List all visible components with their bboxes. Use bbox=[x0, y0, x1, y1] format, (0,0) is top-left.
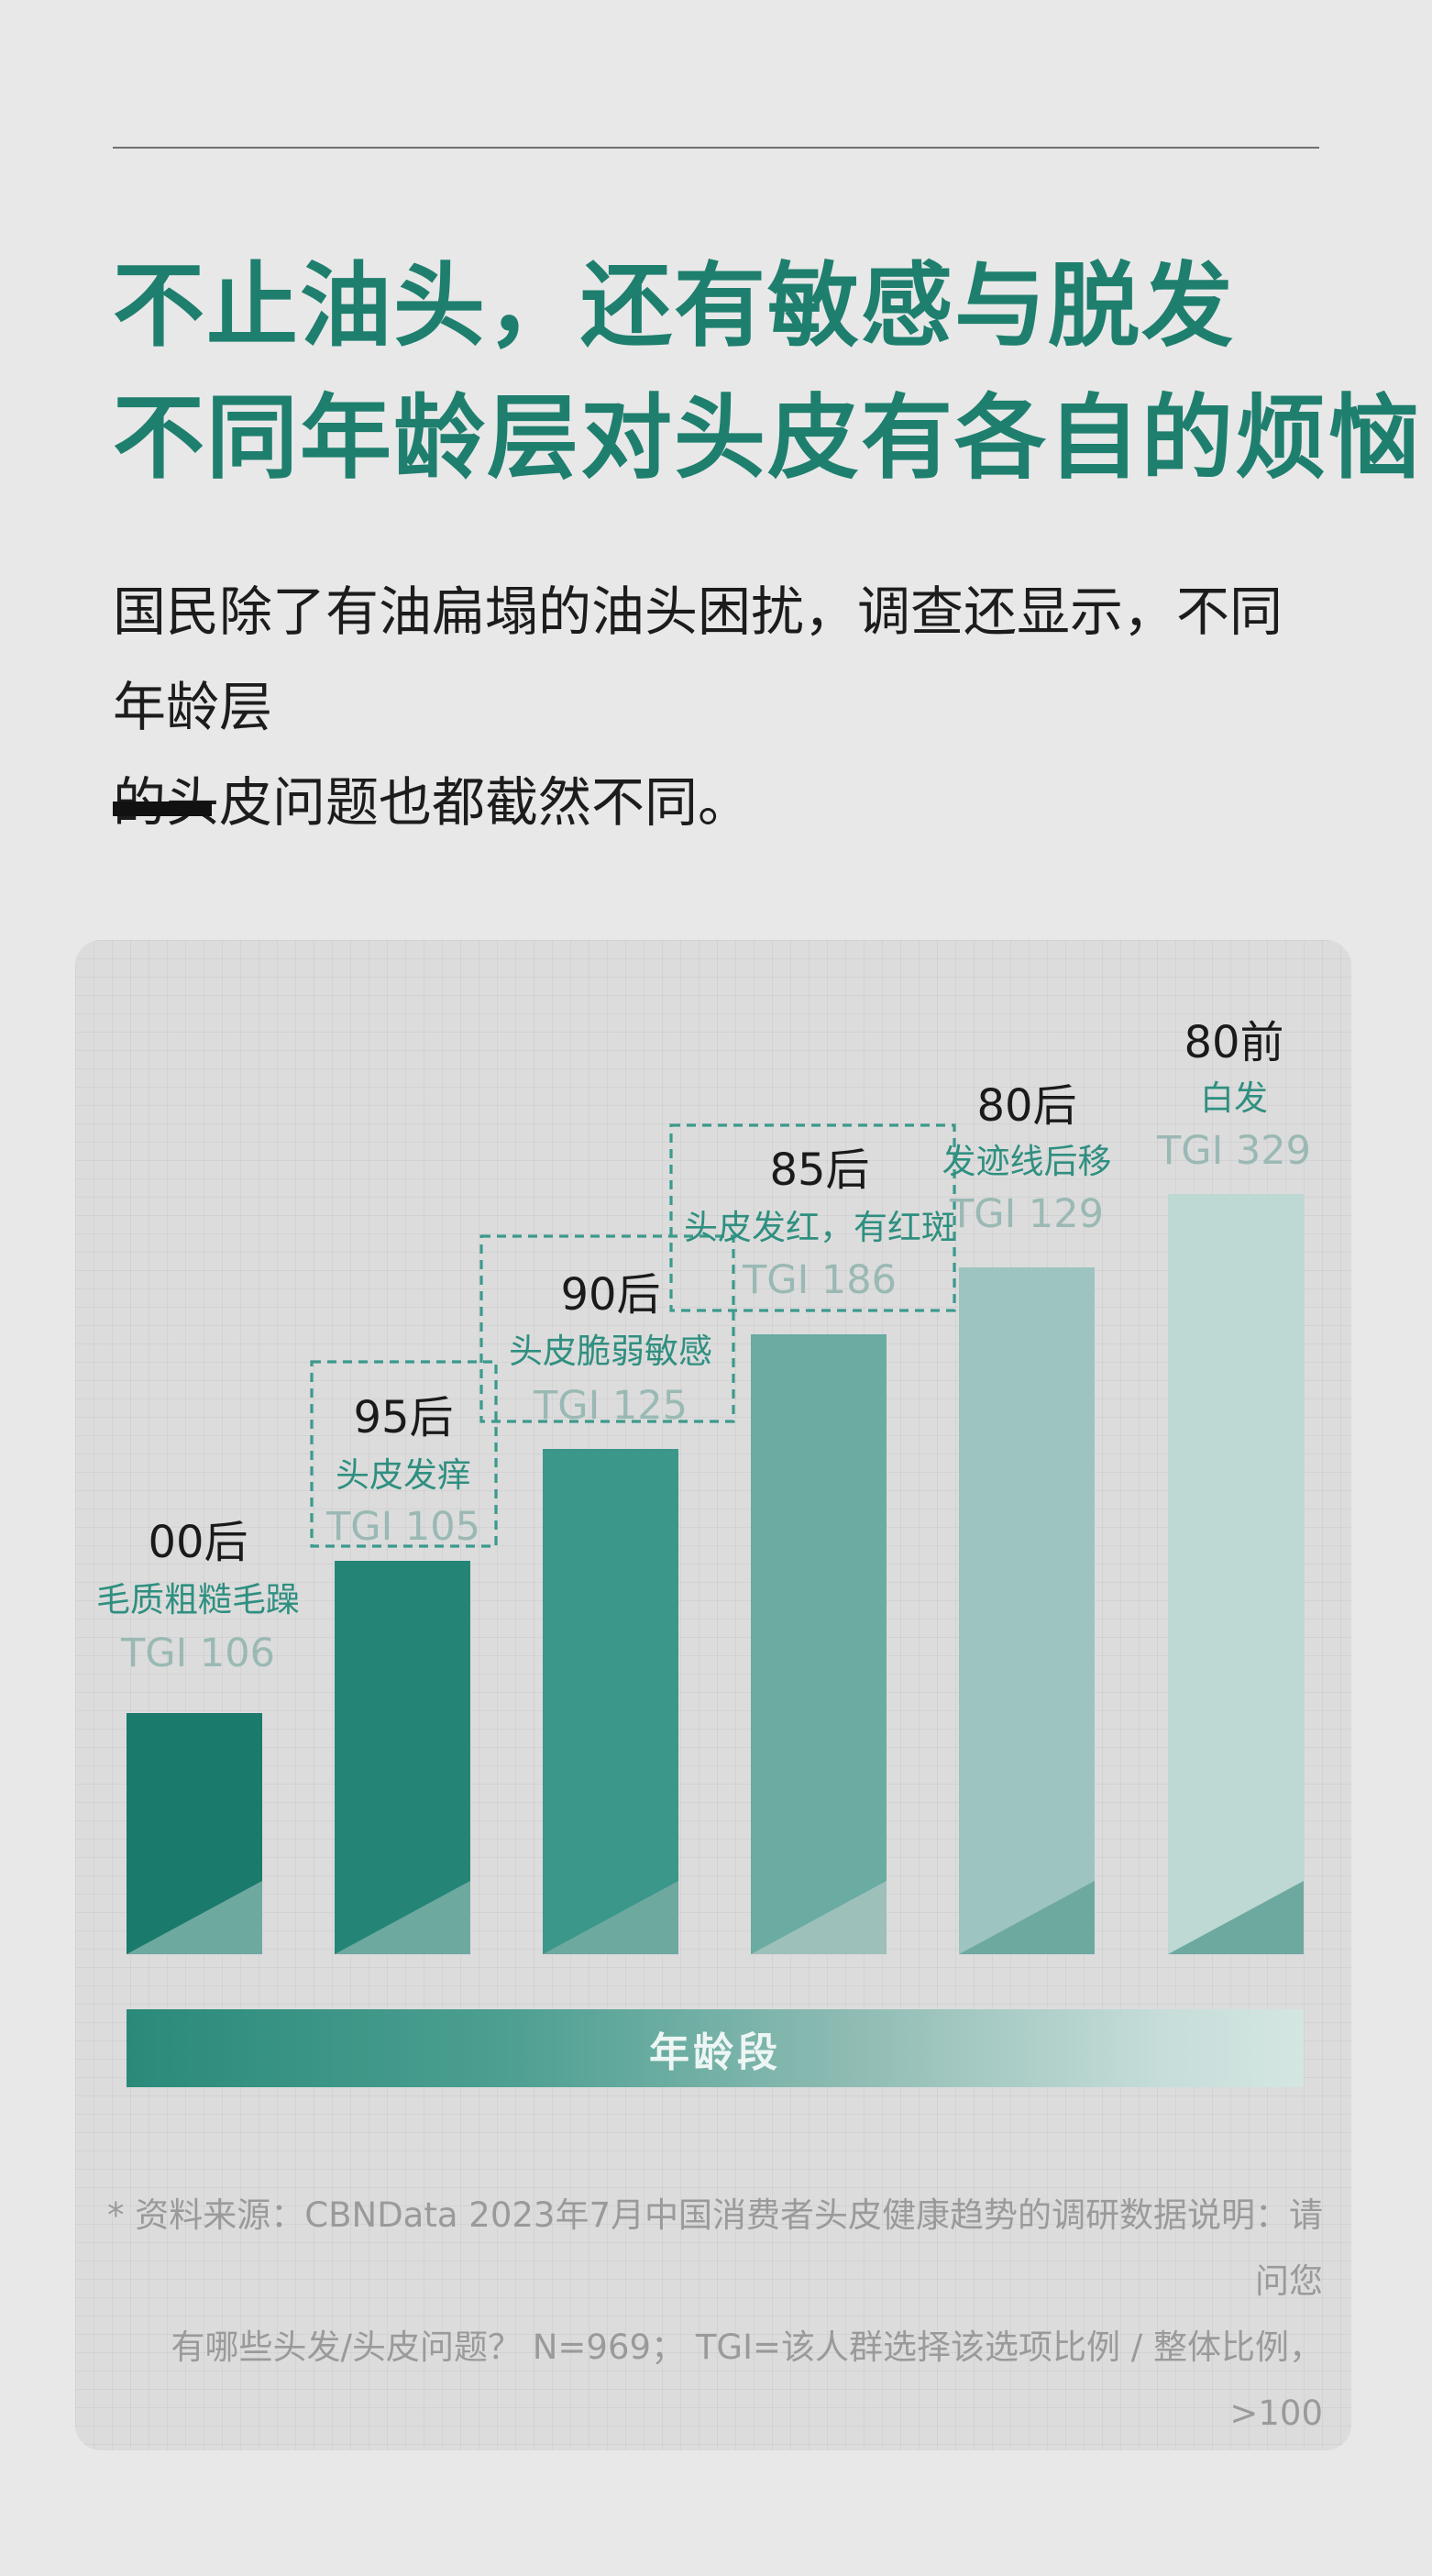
bar-corner-5 bbox=[1168, 1881, 1304, 1954]
issue-label-1: 头皮发痒 bbox=[336, 1455, 471, 1495]
tgi-label-1: TGI 105 bbox=[325, 1504, 480, 1550]
headline-line-2: 不同年龄层对头皮有各自的烦恼 bbox=[113, 384, 1422, 492]
bar-corner-3 bbox=[751, 1881, 887, 1954]
tgi-label-3: TGI 186 bbox=[742, 1257, 897, 1303]
category-label-0: 00后 bbox=[148, 1517, 248, 1568]
category-label-4: 80后 bbox=[976, 1080, 1076, 1132]
issue-label-3: 头皮发红，有红斑 bbox=[684, 1208, 955, 1247]
headline: 不止油头，还有敏感与脱发 不同年龄层对头皮有各自的烦恼 bbox=[113, 240, 1422, 504]
issue-label-2: 头皮脆弱敏感 bbox=[509, 1332, 712, 1371]
bar-3 bbox=[751, 1334, 887, 1954]
issue-label-0: 毛质粗糙毛躁 bbox=[96, 1580, 300, 1620]
bar-5 bbox=[1168, 1194, 1304, 1954]
bar-corner-1 bbox=[335, 1881, 470, 1954]
category-label-2: 90后 bbox=[560, 1269, 660, 1321]
chart-panel: 00后毛质粗糙毛躁 TGI 106 95后头皮发痒 TGI 105 90后头皮脆弱敏感 T… bbox=[75, 940, 1351, 2450]
top-divider bbox=[113, 147, 1319, 149]
category-label-3: 85后 bbox=[769, 1144, 869, 1196]
section-accent-bar bbox=[113, 802, 212, 816]
highlight-box-1 bbox=[310, 1360, 498, 1548]
bar-2 bbox=[543, 1449, 678, 1954]
x-axis-band: 年龄段 bbox=[127, 2009, 1304, 2087]
intro-paragraph: 国民除了有油扁塌的油头困扰，调查还显示，不同年龄层 的头皮问题也都截然不同。 bbox=[113, 580, 1283, 834]
category-label-1: 95后 bbox=[353, 1392, 453, 1443]
bar-corner-4 bbox=[959, 1881, 1095, 1954]
tgi-label-5: TGI 329 bbox=[1156, 1128, 1311, 1174]
headline-line-1: 不止油头，还有敏感与脱发 bbox=[113, 252, 1235, 359]
bar-4 bbox=[959, 1267, 1095, 1954]
highlight-box-2 bbox=[479, 1234, 735, 1423]
source-note: * 资料来源：CBNData 2023年7月中国消费者头皮健康趋势的调研数据说明… bbox=[107, 2195, 1323, 2433]
tgi-label-4: TGI 129 bbox=[949, 1191, 1104, 1237]
bar-1 bbox=[335, 1561, 470, 1954]
tgi-label-0: TGI 106 bbox=[120, 1631, 275, 1676]
issue-label-5: 白发 bbox=[1200, 1078, 1268, 1118]
issue-label-4: 发迹线后移 bbox=[942, 1142, 1112, 1181]
x-axis-label: 年龄段 bbox=[649, 2029, 781, 2076]
bar-corner-2 bbox=[543, 1881, 678, 1954]
bar-corner-0 bbox=[127, 1881, 262, 1954]
tgi-label-2: TGI 125 bbox=[533, 1383, 688, 1429]
category-label-5: 80前 bbox=[1184, 1017, 1283, 1068]
highlight-box-3 bbox=[669, 1123, 956, 1312]
